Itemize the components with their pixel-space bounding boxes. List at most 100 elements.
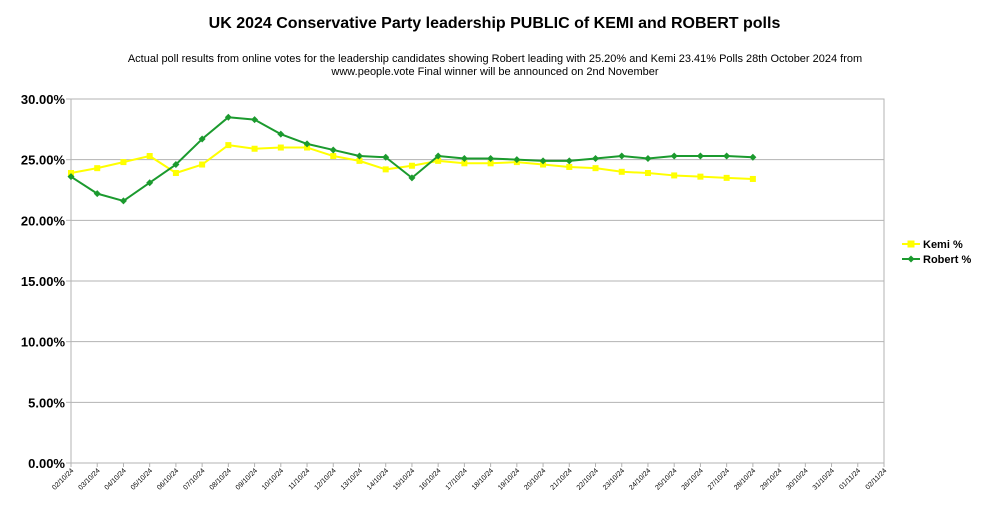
chart-title: UK 2024 Conservative Party leadership PU…: [208, 15, 781, 32]
x-tick-label: 06/10/24: [156, 467, 180, 491]
data-point: [670, 152, 678, 160]
data-point: [382, 153, 390, 161]
y-tick-label: 5.00%: [28, 395, 65, 410]
x-tick-label: 15/10/24: [392, 467, 416, 491]
x-tick-label: 28/10/24: [733, 467, 757, 491]
x-tick-label: 30/10/24: [786, 467, 810, 491]
data-point: [435, 157, 442, 164]
data-point: [225, 142, 232, 149]
x-tick-label: 29/10/24: [759, 467, 783, 491]
data-point: [487, 160, 494, 167]
x-tick-label: 27/10/24: [707, 467, 731, 491]
y-tick-label: 30.00%: [21, 92, 66, 107]
x-tick-label: 23/10/24: [602, 467, 626, 491]
legend-label: Robert %: [923, 254, 972, 266]
y-tick-label: 20.00%: [21, 213, 66, 228]
data-point: [224, 113, 232, 121]
data-point: [68, 170, 74, 177]
x-tick-label: 03/10/24: [77, 467, 101, 491]
data-point: [330, 153, 337, 160]
data-point: [382, 166, 389, 173]
x-tick-label: 09/10/24: [235, 467, 259, 491]
data-point: [749, 153, 757, 161]
x-tick-label: 11/10/24: [288, 467, 312, 491]
x-tick-label: 20/10/24: [523, 467, 547, 491]
data-point: [172, 161, 180, 169]
x-tick-label: 22/10/24: [576, 467, 600, 491]
x-tick-label: 12/10/24: [313, 467, 337, 491]
data-point: [487, 154, 495, 162]
data-point: [671, 172, 678, 179]
x-tick-label: 05/10/24: [130, 467, 154, 491]
x-tick-label: 17/10/24: [445, 467, 469, 491]
data-point: [540, 161, 547, 168]
data-point: [304, 144, 311, 151]
data-point: [749, 175, 756, 182]
x-tick-label: 02/11/24: [865, 467, 889, 491]
y-tick-label: 10.00%: [21, 335, 66, 350]
x-tick-label: 16/10/24: [418, 467, 442, 491]
data-point: [644, 154, 652, 162]
data-point: [565, 157, 573, 165]
x-axis-ticks: 02/10/24 03/10/24 04/10/24 05/10/24 06/10/24…: [51, 467, 888, 491]
data-point: [146, 179, 154, 187]
data-point: [251, 116, 259, 124]
data-point: [251, 145, 258, 152]
data-point: [277, 144, 284, 151]
legend-marker: [907, 240, 915, 248]
data-point: [408, 162, 415, 169]
x-tick-label: 14/10/24: [366, 467, 390, 491]
axes: [66, 98, 885, 467]
x-tick-label: 31/10/24: [812, 467, 836, 491]
data-point: [172, 170, 179, 177]
x-tick-label: 19/10/24: [497, 467, 521, 491]
x-tick-label: 21/10/24: [549, 467, 573, 491]
data-point: [460, 154, 468, 162]
data-point: [329, 146, 337, 154]
data-point: [120, 159, 127, 166]
data-point: [94, 165, 101, 172]
legend-label: Kemi %: [923, 239, 963, 251]
data-point: [93, 190, 101, 198]
legend-marker: [907, 255, 915, 263]
x-tick-label: 08/10/24: [209, 467, 233, 491]
data-point: [723, 152, 731, 160]
data-point: [146, 153, 153, 160]
data-point: [198, 135, 206, 143]
data-point: [618, 168, 625, 175]
data-point: [67, 173, 75, 181]
legend: Kemi % Robert %: [902, 239, 972, 266]
gridlines: [71, 98, 884, 464]
plot-frame: [70, 98, 885, 464]
data-point: [461, 160, 468, 167]
data-point: [199, 161, 206, 168]
data-point: [303, 140, 311, 148]
x-tick-label: 18/10/24: [471, 467, 495, 491]
data-point: [592, 154, 600, 162]
y-tick-label: 25.00%: [21, 153, 66, 168]
x-tick-label: 13/10/24: [340, 467, 364, 491]
data-point: [434, 152, 442, 160]
data-point: [539, 157, 547, 165]
chart-subtitle: Actual poll results from online votes fo…: [127, 53, 863, 78]
x-tick-label: 02/10/24: [51, 467, 75, 491]
x-tick-label: 01/11/24: [838, 467, 862, 491]
data-point: [644, 170, 651, 177]
data-point: [408, 174, 416, 182]
y-tick-label: 0.00%: [28, 456, 65, 471]
y-axis-ticks: 0.00% 5.00% 10.00% 15.00% 20.00% 25.00% 30.00%: [21, 92, 66, 471]
x-tick-label: 26/10/24: [681, 467, 705, 491]
x-tick-label: 04/10/24: [104, 467, 128, 491]
data-point: [356, 157, 363, 164]
data-point: [618, 152, 626, 160]
series-lines: [67, 113, 757, 205]
y-tick-label: 15.00%: [21, 274, 66, 289]
data-point: [566, 163, 573, 170]
x-tick-label: 24/10/24: [628, 467, 652, 491]
data-point: [697, 173, 704, 180]
data-point: [513, 156, 521, 164]
data-point: [723, 174, 730, 181]
x-tick-label: 07/10/24: [182, 467, 206, 491]
x-tick-label: 10/10/24: [261, 467, 285, 491]
